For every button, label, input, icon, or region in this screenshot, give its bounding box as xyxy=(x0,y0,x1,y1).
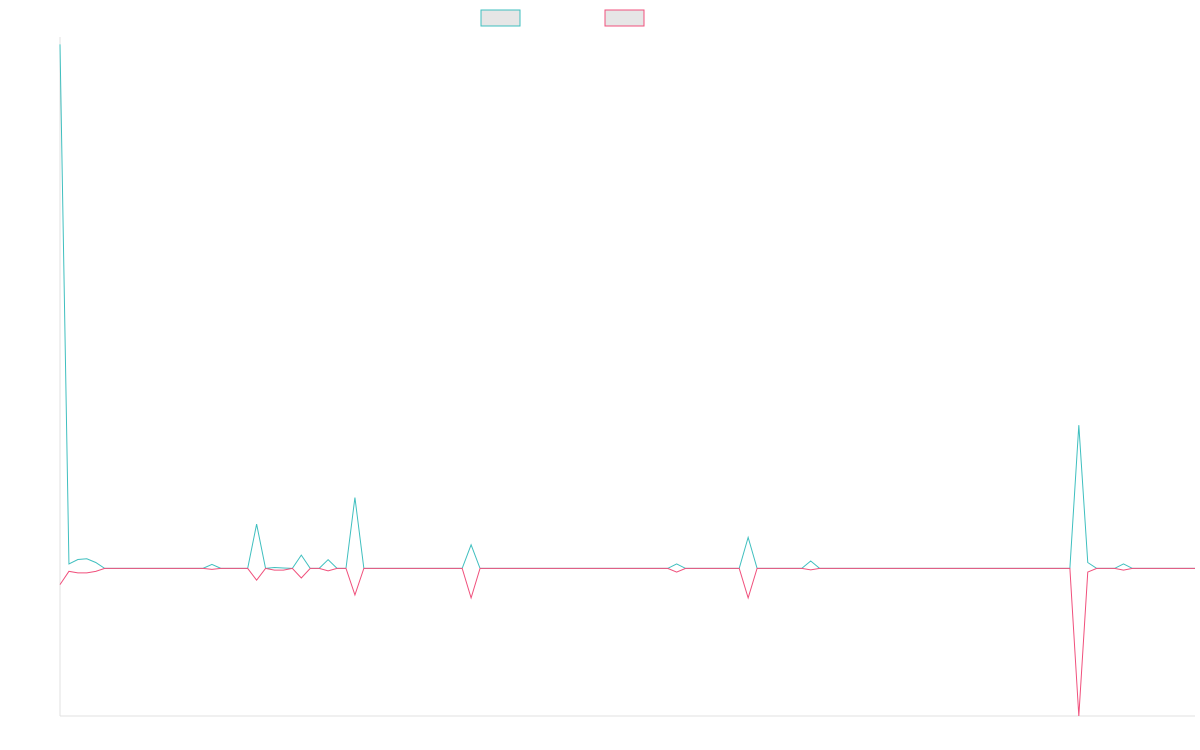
series-line-2 xyxy=(59,567,1195,717)
legend-swatch-2[interactable] xyxy=(604,9,645,27)
legend xyxy=(480,9,645,27)
series-lines xyxy=(59,44,1195,717)
axes xyxy=(59,37,1195,717)
series-line-1 xyxy=(59,44,1195,569)
legend-swatch-1[interactable] xyxy=(480,9,521,27)
